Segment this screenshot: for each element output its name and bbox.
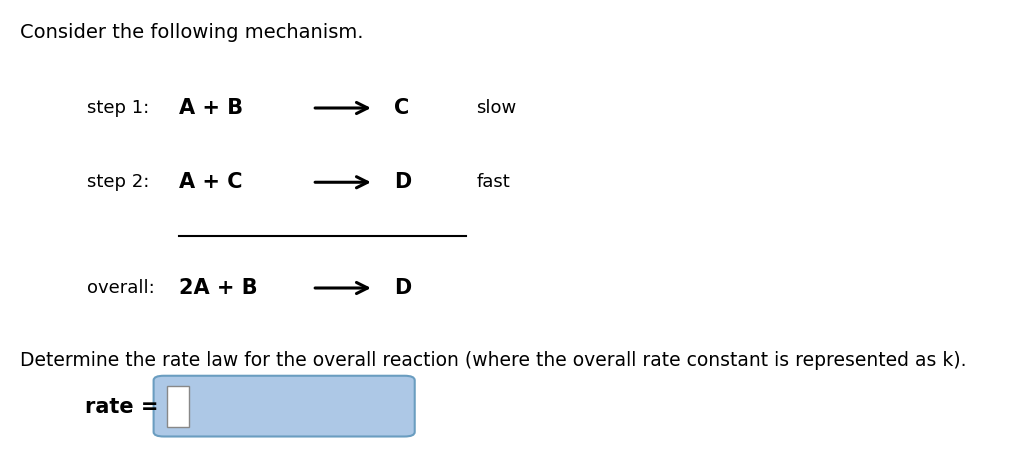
Text: D: D [394,172,412,192]
Text: C: C [394,98,410,118]
Text: overall:: overall: [87,279,155,297]
Text: rate =: rate = [85,397,159,417]
Text: slow: slow [476,99,516,117]
Text: 2A + B: 2A + B [179,278,258,298]
Text: step 1:: step 1: [87,99,150,117]
Text: fast: fast [476,173,510,191]
FancyBboxPatch shape [154,376,415,436]
Text: A + C: A + C [179,172,243,192]
FancyBboxPatch shape [167,386,189,427]
Text: D: D [394,278,412,298]
Text: Determine the rate law for the overall reaction (where the overall rate constant: Determine the rate law for the overall r… [20,351,967,370]
Text: Consider the following mechanism.: Consider the following mechanism. [20,22,364,41]
Text: step 2:: step 2: [87,173,150,191]
Text: A + B: A + B [179,98,244,118]
